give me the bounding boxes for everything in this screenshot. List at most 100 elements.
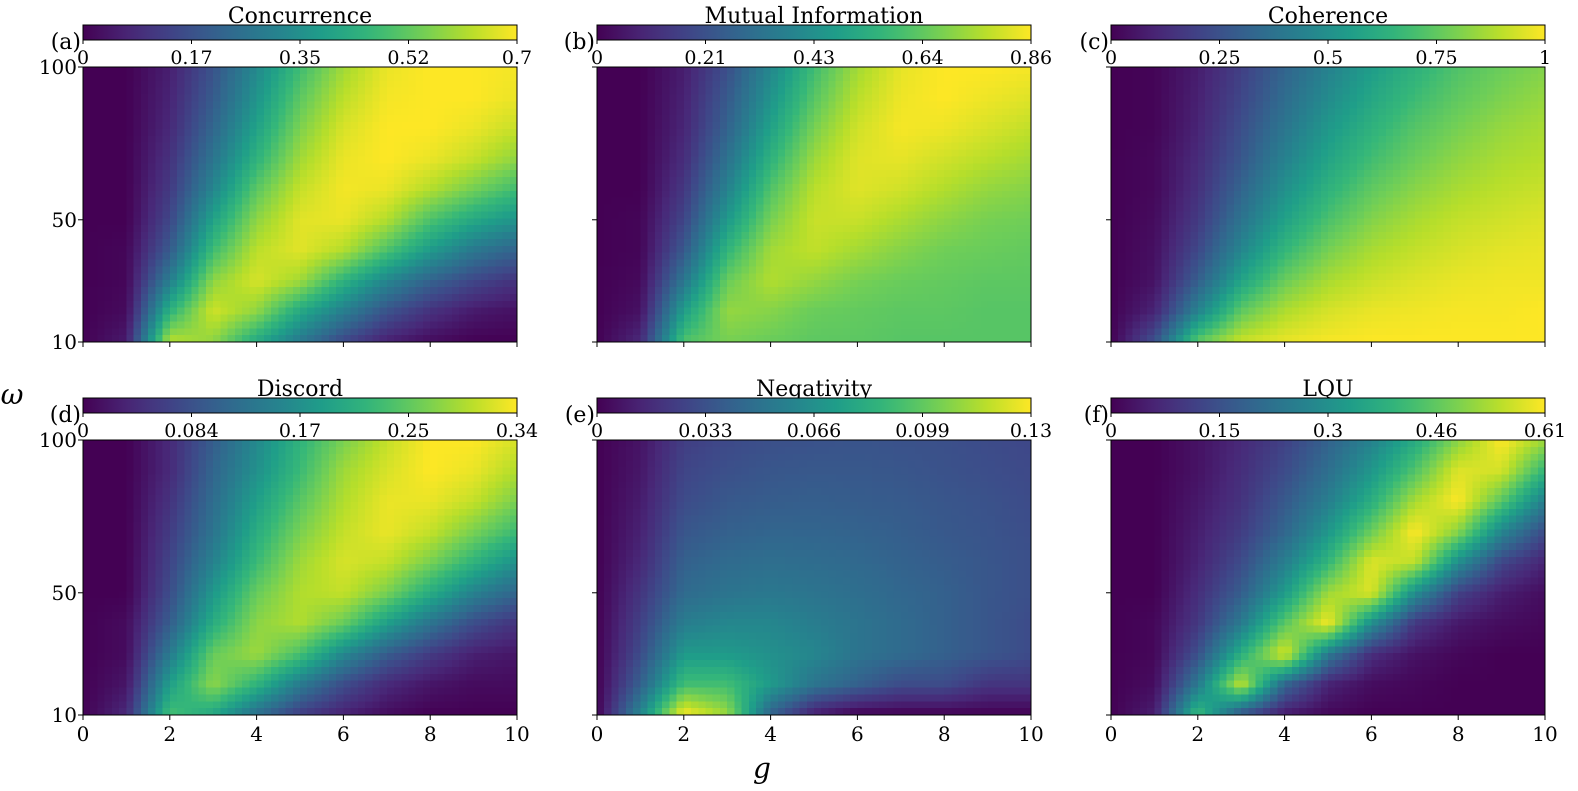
heatmap-cell — [958, 287, 967, 295]
heatmap-cell — [1002, 321, 1010, 329]
heatmap-cell — [343, 94, 352, 102]
heatmap-cell — [625, 190, 634, 199]
heatmap-cell — [350, 232, 359, 240]
heatmap-cell — [842, 328, 851, 336]
heatmap-cell — [669, 197, 678, 206]
heatmap-cell — [415, 149, 424, 157]
heatmap-cell — [770, 135, 779, 144]
heatmap-cell — [148, 307, 156, 316]
heatmap-cell — [205, 142, 214, 151]
heatmap-cell — [169, 245, 178, 254]
heatmap-cell — [321, 259, 330, 267]
heatmap-cell — [1320, 73, 1329, 82]
heatmap-cell — [256, 73, 265, 82]
heatmap-cell — [792, 170, 801, 178]
heatmap-cell — [256, 190, 265, 199]
heatmap-cell — [1342, 73, 1351, 82]
heatmap-cell — [473, 211, 482, 219]
heatmap-cell — [83, 335, 91, 343]
heatmap-cell — [162, 80, 171, 89]
heatmap-cell — [662, 211, 670, 219]
heatmap-cell — [97, 232, 106, 240]
heatmap-cell — [994, 211, 1003, 219]
heatmap-cell — [227, 232, 236, 240]
heatmap-cell — [727, 115, 736, 123]
heatmap-cell — [148, 142, 156, 151]
heatmap-cell — [249, 80, 258, 89]
heatmap-cell — [408, 142, 417, 151]
heatmap-cell — [184, 280, 193, 288]
heatmap-cell — [611, 266, 620, 274]
heatmap-cell — [929, 87, 938, 96]
heatmap-cell — [662, 122, 670, 130]
heatmap-cell — [799, 177, 808, 185]
heatmap-cell — [633, 135, 641, 144]
heatmap-cell — [256, 142, 265, 151]
heatmap-cell — [213, 328, 222, 336]
heatmap-cell — [770, 273, 779, 281]
heatmap-cell — [249, 314, 258, 322]
heatmap-cell — [835, 211, 844, 219]
heatmap-cell — [712, 149, 721, 157]
heatmap-cell — [936, 128, 945, 137]
heatmap-cell — [328, 300, 337, 309]
heatmap-cell — [328, 177, 337, 185]
heatmap-cell — [394, 128, 402, 137]
heatmap-cell — [401, 321, 410, 329]
heatmap-cell — [509, 321, 518, 329]
heatmap-cell — [119, 300, 127, 309]
heatmap-cell — [929, 115, 938, 123]
heatmap-cell — [900, 170, 909, 178]
heatmap-cell — [343, 225, 352, 233]
heatmap-cell — [430, 190, 439, 199]
heatmap-cell — [871, 128, 880, 137]
heatmap-cell — [336, 335, 344, 343]
heatmap-cell — [365, 128, 373, 137]
heatmap-cell — [198, 293, 207, 302]
heatmap-cell — [502, 252, 511, 261]
heatmap-cell — [647, 156, 656, 164]
heatmap-cell — [756, 128, 764, 137]
heatmap-cell — [871, 259, 880, 267]
heatmap-cell — [372, 300, 381, 309]
heatmap-cell — [422, 252, 431, 261]
heatmap-cell — [777, 149, 786, 157]
heatmap-cell — [466, 328, 475, 336]
heatmap-cell — [734, 225, 743, 233]
heatmap-cell — [227, 73, 236, 82]
heatmap-cell — [640, 266, 649, 274]
heatmap-cell — [162, 232, 171, 240]
heatmap-cell — [777, 156, 786, 164]
heatmap-cell — [842, 128, 851, 137]
heatmap-cell — [480, 87, 489, 96]
heatmap-cell — [285, 67, 294, 75]
heatmap-cell — [97, 211, 106, 219]
heatmap-cell — [987, 211, 996, 219]
heatmap-cell — [871, 280, 880, 288]
heatmap-cell — [184, 232, 193, 240]
heatmap-cell — [944, 211, 953, 219]
heatmap-cell — [169, 190, 178, 199]
heatmap-cell — [640, 225, 649, 233]
heatmap-cell — [249, 73, 258, 82]
heatmap-cell — [314, 163, 323, 171]
heatmap-cell — [698, 300, 707, 309]
heatmap-cell — [473, 252, 482, 261]
heatmap-cell — [821, 328, 830, 336]
heatmap-cell — [133, 80, 142, 89]
heatmap-cell — [748, 307, 757, 316]
heatmap-cell — [799, 300, 808, 309]
heatmap-cell — [271, 300, 279, 309]
heatmap-cell — [177, 170, 185, 178]
heatmap-cell — [162, 163, 171, 171]
heatmap-cell — [451, 204, 460, 212]
heatmap-cell — [814, 328, 822, 336]
heatmap-cell — [662, 225, 670, 233]
heatmap-cell — [640, 183, 649, 192]
heatmap-cell — [133, 128, 142, 137]
heatmap-cell — [1002, 149, 1010, 157]
heatmap-cell — [1016, 73, 1025, 82]
heatmap-cell — [422, 300, 431, 309]
heatmap-cell — [821, 142, 830, 151]
heatmap-cell — [929, 225, 938, 233]
